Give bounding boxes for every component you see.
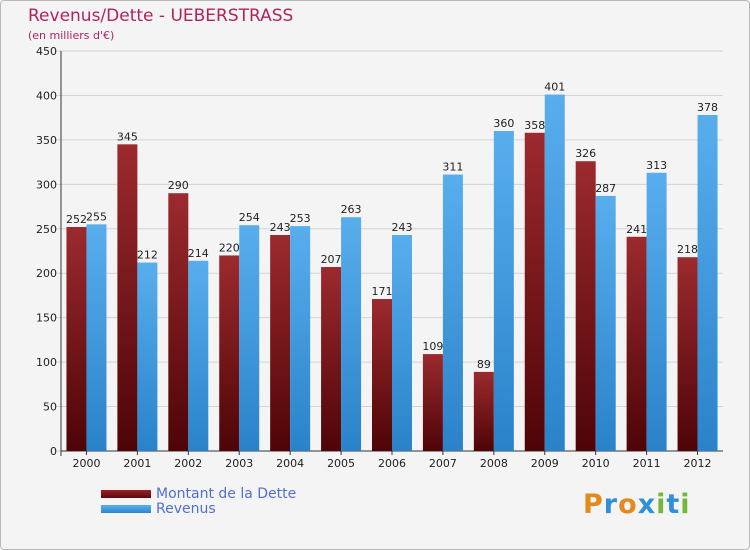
data-label: 290	[168, 179, 189, 192]
bar-dette	[575, 161, 596, 451]
chart-subtitle: (en milliers d'€)	[28, 29, 115, 42]
y-tick-label: 150	[36, 312, 57, 325]
y-tick-label: 250	[36, 223, 57, 236]
data-label: 401	[544, 81, 565, 94]
bar-dette	[677, 257, 698, 451]
bar-dette	[524, 132, 545, 451]
bar-revenus	[137, 262, 158, 451]
x-tick-label: 2006	[378, 457, 406, 470]
x-tick-label: 2011	[633, 457, 661, 470]
legend-swatch-dette	[101, 490, 151, 498]
x-tick-label: 2004	[276, 457, 304, 470]
data-label: 253	[290, 212, 311, 225]
bar-revenus	[442, 174, 463, 452]
y-tick-label: 300	[36, 178, 57, 191]
bar-revenus	[341, 217, 362, 451]
y-tick-label: 450	[36, 45, 57, 58]
data-label: 311	[442, 161, 463, 174]
data-label: 378	[697, 101, 718, 114]
data-label: 243	[270, 221, 291, 234]
data-label: 109	[422, 340, 443, 353]
x-tick-label: 2007	[429, 457, 457, 470]
data-label: 326	[575, 147, 596, 160]
x-tick-label: 2008	[480, 457, 508, 470]
bar-dette	[422, 354, 443, 451]
bar-revenus	[290, 226, 311, 451]
bar-dette	[473, 371, 494, 451]
y-tick-label: 100	[36, 356, 57, 369]
data-label: 89	[477, 358, 491, 371]
bar-revenus	[646, 172, 667, 451]
x-tick-label: 2009	[531, 457, 559, 470]
x-tick-label: 2003	[225, 457, 253, 470]
bar-dette	[321, 267, 342, 451]
bar-dette	[270, 235, 291, 451]
bar-revenus	[392, 235, 412, 451]
data-label: 252	[66, 213, 87, 226]
x-tick-label: 2001	[123, 457, 151, 470]
chart-title: Revenus/Dette - UEBERSTRASS	[28, 6, 294, 26]
bar-revenus	[239, 225, 260, 451]
proxiti-logo: Proxiti	[583, 489, 691, 520]
legend-label-revenus: Revenus	[156, 501, 216, 517]
bar-dette	[219, 255, 240, 451]
data-label: 345	[117, 130, 138, 143]
data-label: 358	[524, 119, 545, 132]
bar-revenus	[493, 131, 514, 451]
bar-dette	[626, 236, 647, 451]
data-label: 360	[493, 117, 514, 130]
y-tick-label: 50	[43, 401, 57, 414]
y-tick-label: 350	[36, 134, 57, 147]
data-label: 218	[677, 243, 698, 256]
bar-revenus	[544, 94, 565, 452]
bar-revenus	[595, 195, 616, 451]
bar-revenus	[86, 224, 107, 451]
legend-swatch-revenus	[101, 505, 151, 513]
data-label: 255	[86, 210, 107, 223]
bar-dette	[372, 299, 392, 451]
bar-dette	[168, 193, 189, 451]
x-tick-label: 2002	[174, 457, 202, 470]
legend-label-dette: Montant de la Dette	[156, 486, 297, 502]
x-tick-label: 2005	[327, 457, 355, 470]
bar-dette	[66, 227, 87, 451]
data-label: 241	[626, 223, 647, 236]
y-tick-label: 200	[36, 267, 57, 280]
data-label: 220	[219, 241, 240, 254]
x-tick-label: 2000	[72, 457, 100, 470]
data-label: 171	[372, 285, 393, 298]
data-label: 287	[595, 182, 616, 195]
bar-revenus	[188, 260, 209, 451]
y-tick-label: 400	[36, 89, 57, 102]
data-label: 212	[137, 249, 158, 262]
x-tick-label: 2010	[582, 457, 610, 470]
bar-dette	[117, 144, 138, 452]
data-label: 214	[188, 247, 209, 260]
data-label: 207	[321, 253, 342, 266]
x-tick-label: 2012	[684, 457, 712, 470]
data-label: 263	[341, 203, 362, 216]
data-label: 243	[392, 221, 413, 234]
bar-revenus	[697, 115, 718, 451]
data-label: 313	[646, 159, 667, 172]
y-tick-label: 0	[50, 445, 57, 458]
data-label: 254	[239, 211, 260, 224]
